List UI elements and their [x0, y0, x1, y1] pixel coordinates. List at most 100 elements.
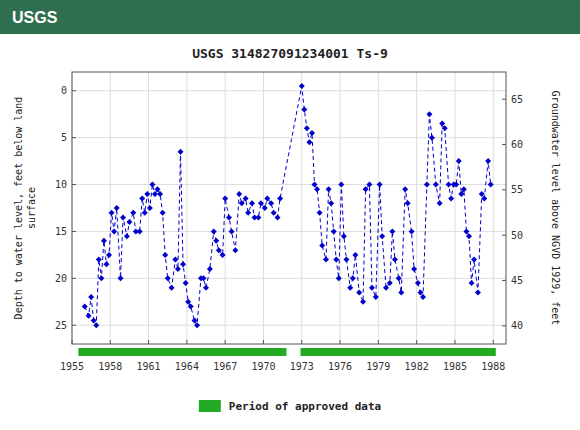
x-tick-label: 1955	[60, 361, 84, 372]
data-point	[328, 200, 334, 206]
data-point	[86, 313, 92, 319]
data-point	[144, 191, 150, 197]
data-point	[471, 257, 477, 263]
data-point	[232, 247, 238, 253]
y-tick-label: 0	[61, 85, 67, 96]
data-point	[118, 275, 124, 281]
grid	[72, 72, 506, 344]
data-point	[323, 257, 329, 263]
data-point	[336, 275, 342, 281]
data-point	[398, 289, 404, 295]
header: USGS	[0, 0, 580, 34]
y-tick	[72, 278, 76, 279]
x-tick	[263, 340, 264, 344]
y-tick-label: 20	[55, 273, 67, 284]
data-point	[387, 280, 393, 286]
y2-tick	[502, 235, 506, 236]
data-point	[88, 294, 94, 300]
data-point	[331, 228, 337, 234]
x-tick	[416, 340, 417, 344]
y-tick	[72, 325, 76, 326]
plot-frame	[72, 72, 506, 344]
y-tick	[72, 231, 76, 232]
data-point	[461, 186, 467, 192]
data-point	[226, 214, 232, 220]
grid-line-y	[72, 325, 506, 326]
x-tick	[148, 340, 149, 344]
data-point	[139, 196, 145, 202]
data-point	[180, 261, 186, 267]
data-point	[160, 210, 166, 216]
data-point	[314, 186, 320, 192]
data-point	[333, 257, 339, 263]
approved-bar	[300, 348, 495, 356]
y2-tick	[502, 280, 506, 281]
y2-tick	[502, 144, 506, 145]
data-point	[111, 228, 117, 234]
data-point	[415, 280, 421, 286]
data-point	[383, 285, 389, 291]
data-point	[91, 318, 97, 324]
data-point	[185, 299, 191, 305]
data-point	[453, 182, 459, 188]
data-point	[255, 214, 261, 220]
data-point	[103, 261, 109, 267]
data-point	[229, 228, 235, 234]
data-point	[317, 210, 323, 216]
data-line	[85, 86, 491, 325]
data-point	[239, 200, 245, 206]
data-point	[456, 158, 462, 164]
x-tick-label: 1967	[213, 361, 237, 372]
data-point	[426, 111, 432, 117]
data-point	[485, 158, 491, 164]
data-point	[405, 200, 411, 206]
header-bar	[0, 0, 580, 34]
grid-line-x	[340, 72, 341, 344]
x-tick-label: 1985	[443, 361, 467, 372]
grid-line-y	[72, 184, 506, 185]
data-point	[446, 182, 452, 188]
data-point	[243, 196, 249, 202]
data-point	[271, 210, 277, 216]
chart: USGSUSGS 314827091234001 Ts-919551958196…	[0, 0, 580, 430]
data-point	[442, 125, 448, 131]
data-point	[200, 275, 206, 281]
x-tick	[378, 340, 379, 344]
data-point	[258, 200, 264, 206]
x-tick-label: 1976	[328, 361, 352, 372]
y-axis-label-line: Depth to water level, feet below land	[13, 97, 24, 320]
data-point	[429, 135, 435, 141]
data	[82, 83, 494, 328]
y-tick-label: 25	[55, 320, 67, 331]
x-tick	[110, 340, 111, 344]
data-point	[165, 275, 171, 281]
data-point	[373, 294, 379, 300]
data-point	[169, 285, 175, 291]
data-point	[98, 275, 104, 281]
data-point	[211, 228, 217, 234]
y-tick	[72, 184, 76, 185]
data-point	[392, 257, 398, 263]
data-point	[106, 252, 112, 258]
x-tick	[72, 340, 73, 344]
data-point	[319, 243, 325, 249]
grid-line-x	[416, 72, 417, 344]
data-point	[481, 196, 487, 202]
y-tick-label: 10	[55, 179, 67, 190]
data-point	[402, 186, 408, 192]
data-point	[126, 219, 132, 225]
data-point	[188, 303, 194, 309]
data-point	[356, 289, 362, 295]
data-point	[262, 205, 268, 211]
data-point	[347, 285, 353, 291]
grid-line-x	[301, 72, 302, 344]
y-tick	[72, 137, 76, 138]
x-tick-label: 1958	[98, 361, 122, 372]
header-label: USGS	[12, 9, 58, 26]
y2-axis-label: Groundwater level above NGVD 1929, feet	[550, 91, 561, 326]
data-point	[448, 196, 454, 202]
data-point	[463, 228, 469, 234]
data-point	[124, 233, 130, 239]
data-point	[379, 233, 385, 239]
data-point	[130, 210, 136, 216]
